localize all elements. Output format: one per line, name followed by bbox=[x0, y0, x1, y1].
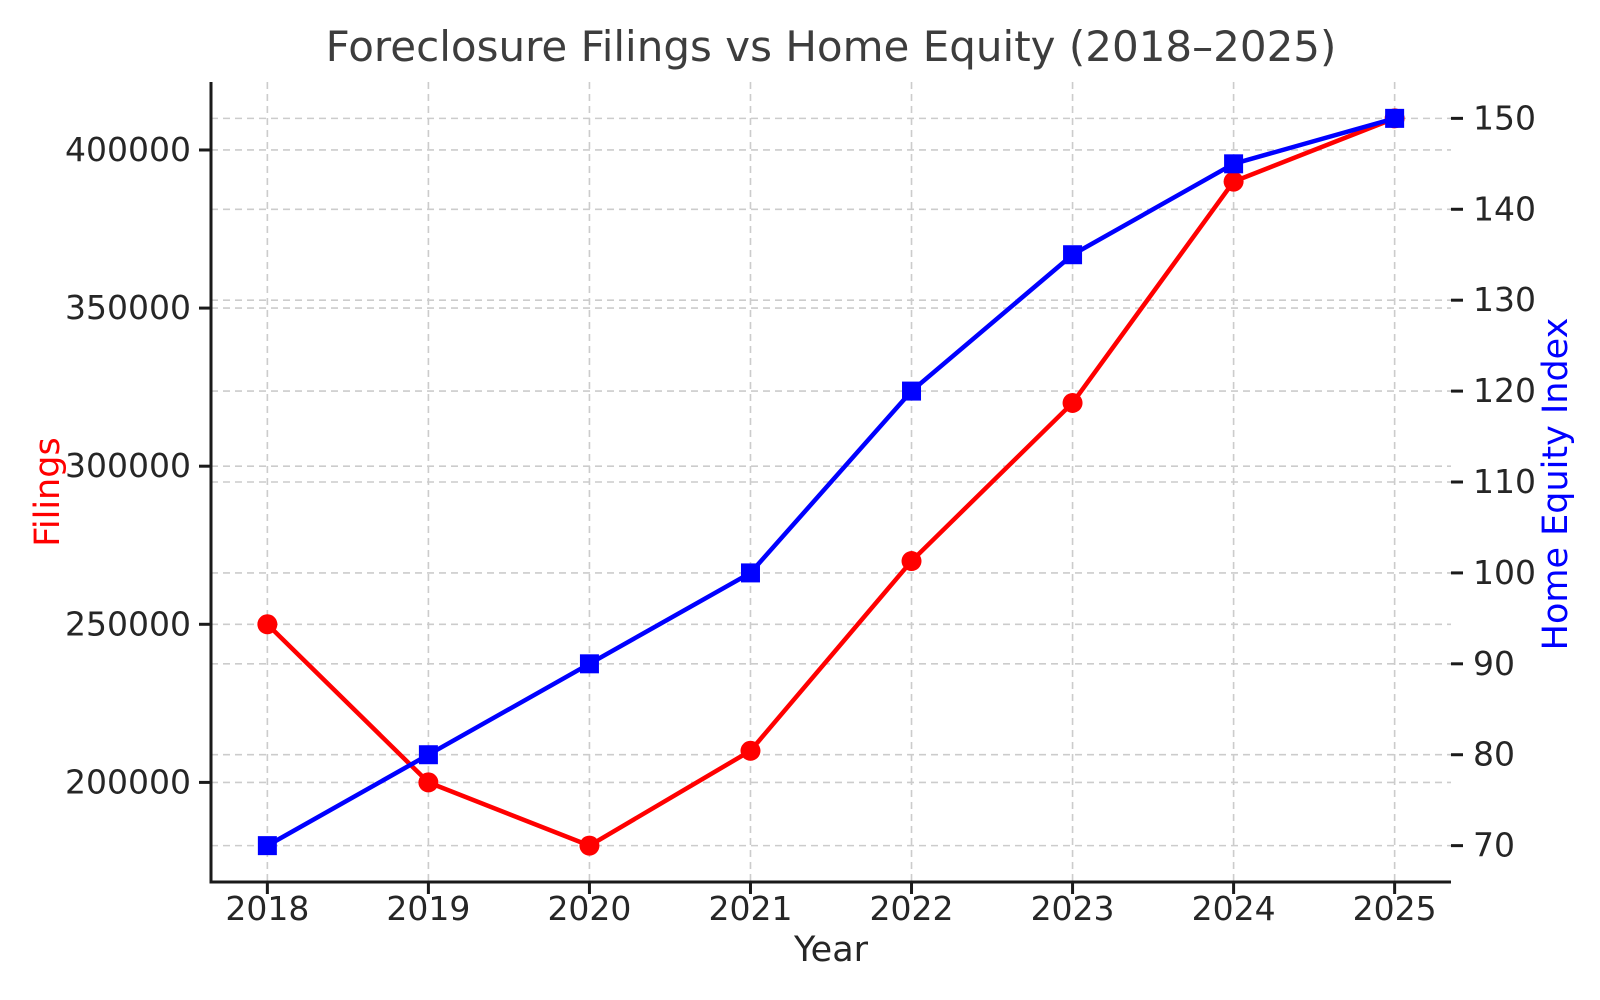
y-right-tick-label: 90 bbox=[1473, 644, 1515, 683]
home-equity-index-marker bbox=[740, 563, 760, 583]
tick-labels: 2018 2019 2020 2021 2022 2023 2024 2025 200000 25… bbox=[65, 98, 1536, 928]
x-tick-label: 2025 bbox=[1353, 889, 1437, 928]
y-axis-label-right: Home Equity Index bbox=[1536, 317, 1576, 651]
y-right-tick-label: 150 bbox=[1473, 98, 1536, 137]
home-equity-index-marker bbox=[418, 745, 438, 765]
home-equity-index-marker bbox=[1063, 245, 1083, 265]
x-tick-label: 2019 bbox=[386, 889, 470, 928]
filings-marker bbox=[1223, 171, 1244, 192]
y-right-tick-label: 110 bbox=[1473, 462, 1536, 501]
y-left-tick-label: 350000 bbox=[65, 288, 191, 327]
x-tick-label: 2022 bbox=[870, 889, 954, 928]
x-axis-label: Year bbox=[793, 930, 869, 970]
x-tick-label: 2021 bbox=[708, 889, 792, 928]
series-home-equity-index bbox=[257, 108, 1405, 856]
x-tick-label: 2020 bbox=[547, 889, 631, 928]
home-equity-index-marker bbox=[902, 381, 922, 401]
home-equity-index-marker bbox=[1385, 108, 1405, 128]
y-right-tick-label: 80 bbox=[1473, 735, 1515, 774]
home-equity-index-marker bbox=[1224, 154, 1244, 174]
filings-marker bbox=[901, 551, 922, 572]
filings-marker bbox=[1062, 392, 1083, 413]
y-left-tick-label: 400000 bbox=[65, 130, 191, 169]
y-right-tick-label: 140 bbox=[1473, 189, 1536, 228]
y-right-tick-label: 100 bbox=[1473, 553, 1536, 592]
y-left-tick-label: 300000 bbox=[65, 446, 191, 485]
y-right-tick-label: 70 bbox=[1473, 826, 1515, 865]
y-left-tick-label: 250000 bbox=[65, 604, 191, 643]
y-left-tick-label: 200000 bbox=[65, 762, 191, 801]
series-filings bbox=[257, 108, 1405, 856]
home-equity-index-marker bbox=[579, 654, 599, 674]
tick-marks bbox=[199, 116, 1463, 894]
x-tick-label: 2024 bbox=[1192, 889, 1276, 928]
filings-line bbox=[265, 116, 1397, 848]
y-axis-label-left: Filings bbox=[28, 437, 68, 547]
x-tick-label: 2018 bbox=[225, 889, 309, 928]
filings-marker bbox=[418, 772, 439, 793]
chart-title: Foreclosure Filings vs Home Equity (2018… bbox=[325, 22, 1337, 71]
gridlines bbox=[211, 82, 1451, 882]
y-right-tick-label: 130 bbox=[1473, 280, 1536, 319]
filings-marker bbox=[579, 835, 600, 856]
filings-marker bbox=[740, 740, 761, 761]
x-tick-label: 2023 bbox=[1031, 889, 1115, 928]
y-right-tick-label: 120 bbox=[1473, 371, 1536, 410]
axis-spines bbox=[209, 82, 1451, 884]
home-equity-index-line bbox=[265, 116, 1397, 848]
filings-marker bbox=[257, 614, 278, 635]
home-equity-index-marker bbox=[257, 836, 277, 856]
